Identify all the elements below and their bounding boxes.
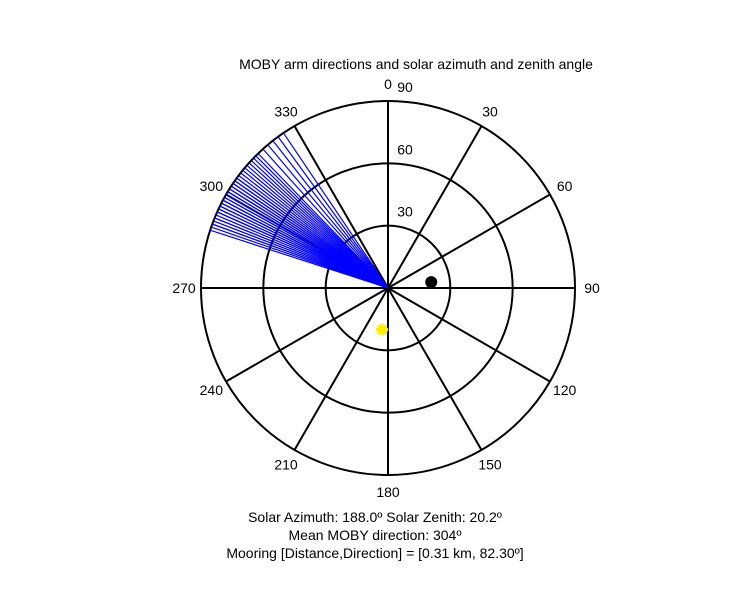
mean-moby-direction-line: Mean MOBY direction: 304º	[288, 527, 462, 543]
angle-label-30: 30	[482, 103, 498, 119]
moby-arm-line	[272, 140, 389, 289]
moby-arm-line	[262, 148, 389, 289]
moby-arm-line	[267, 144, 389, 289]
moby-arm-line	[277, 136, 389, 289]
angle-label-180: 180	[376, 484, 400, 500]
angle-label-330: 330	[274, 103, 298, 119]
angle-label-120: 120	[553, 382, 577, 398]
angle-label-60: 60	[557, 178, 573, 194]
angle-label-150: 150	[478, 457, 502, 473]
angle-label-270: 270	[172, 280, 196, 296]
mooring-marker	[425, 276, 438, 289]
markers	[376, 276, 438, 336]
moby-arm-directions	[209, 132, 389, 289]
radial-label-90: 90	[397, 79, 413, 95]
angle-label-300: 300	[200, 178, 224, 194]
angle-tick-labels: 0 30 60 90 120 150 180 210 240 270 300 330	[172, 76, 600, 500]
angle-label-0: 0	[384, 76, 392, 92]
radial-tick-labels: 30 60 90	[397, 79, 413, 220]
radial-label-30: 30	[397, 204, 413, 220]
moby-arm-line	[282, 132, 389, 289]
moby-arm-line	[257, 153, 389, 289]
mooring-info-line: Mooring [Distance,Direction] = [0.31 km,…	[226, 545, 524, 561]
sun-marker	[376, 323, 389, 336]
angle-label-90: 90	[584, 280, 600, 296]
solar-info-line: Solar Azimuth: 188.0º Solar Zenith: 20.2…	[248, 509, 502, 525]
angle-label-210: 210	[274, 457, 298, 473]
chart-title: MOBY arm directions and solar azimuth an…	[239, 56, 593, 72]
radial-label-60: 60	[397, 141, 413, 157]
angle-label-240: 240	[200, 382, 224, 398]
